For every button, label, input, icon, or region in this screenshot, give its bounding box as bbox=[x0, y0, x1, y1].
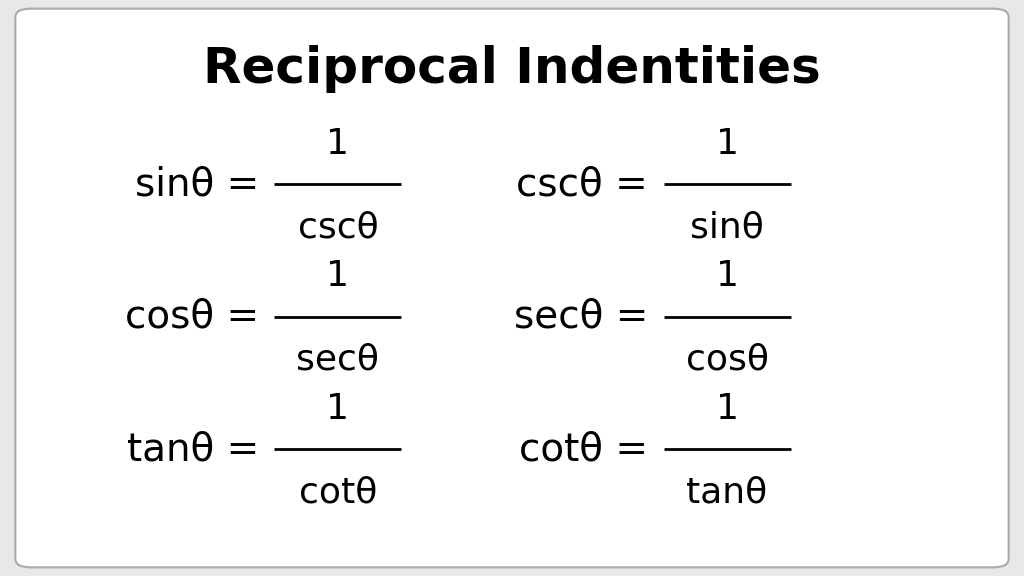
Text: 1: 1 bbox=[716, 259, 738, 294]
Text: 1: 1 bbox=[716, 127, 738, 161]
Text: Reciprocal Indentities: Reciprocal Indentities bbox=[203, 45, 821, 93]
Text: 1: 1 bbox=[716, 392, 738, 426]
Text: cscθ: cscθ bbox=[298, 210, 378, 245]
FancyBboxPatch shape bbox=[15, 9, 1009, 567]
Text: 1: 1 bbox=[327, 127, 349, 161]
Text: cosθ =: cosθ = bbox=[125, 298, 271, 336]
Text: cosθ: cosθ bbox=[685, 343, 769, 377]
Text: 1: 1 bbox=[327, 392, 349, 426]
Text: sinθ: sinθ bbox=[690, 210, 764, 245]
Text: 1: 1 bbox=[327, 259, 349, 294]
Text: cotθ: cotθ bbox=[299, 475, 377, 510]
Text: cscθ =: cscθ = bbox=[516, 165, 660, 203]
Text: secθ: secθ bbox=[296, 343, 380, 377]
Text: sinθ =: sinθ = bbox=[135, 165, 271, 203]
Text: tanθ: tanθ bbox=[686, 475, 768, 510]
Text: cotθ =: cotθ = bbox=[519, 430, 660, 468]
Text: tanθ =: tanθ = bbox=[127, 430, 271, 468]
Text: secθ =: secθ = bbox=[514, 298, 660, 336]
